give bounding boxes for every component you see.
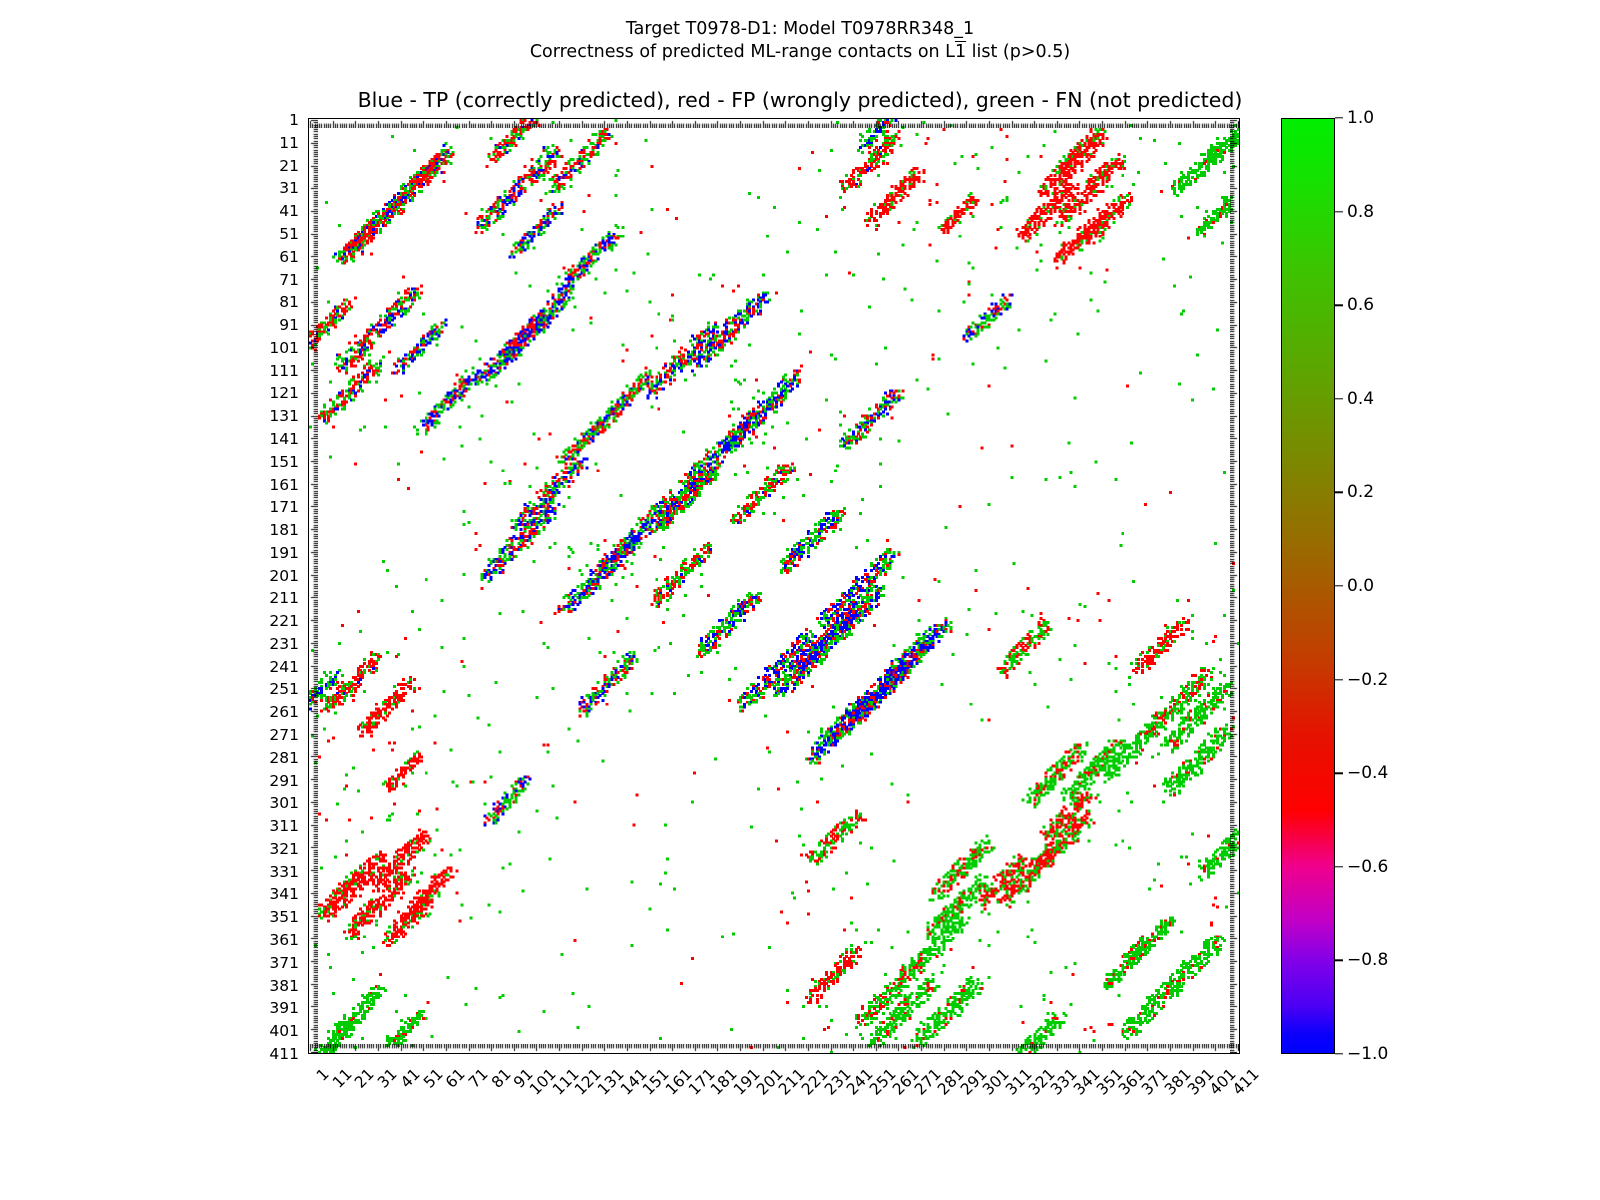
y-tick-label: 261 [269, 703, 299, 722]
y-axis-minor-ticks-right [1230, 119, 1239, 1053]
colorbar-tick-labels: 1.0 0.8 0.6 0.4 0.2 0.0 −0.2 −0.4 −0.6 −0.8 −1.0 [1335, 108, 1388, 1064]
contact-map-axes[interactable]: 1 11 21 31 41 51 61 71 81 91 101 111 121 131 141 151 161… [269, 111, 1262, 1099]
y-tick-label: 111 [269, 361, 299, 380]
y-tick-label: 301 [269, 794, 299, 813]
y-tick-label: 41 [279, 202, 299, 221]
y-tick-label: 191 [269, 543, 299, 562]
colorbar-tick-label: −0.4 [1347, 763, 1389, 784]
y-tick-label: 231 [269, 634, 299, 653]
y-tick-label: 411 [269, 1044, 299, 1063]
y-tick-label: 101 [269, 338, 299, 357]
y-tick-label: 281 [269, 748, 299, 767]
suptitle-line2-overline: 1 [954, 42, 967, 62]
colorbar-tick [1335, 398, 1343, 400]
y-tick-label: 171 [269, 498, 299, 517]
colorbar-tick [1335, 117, 1343, 119]
y-tick-label: 161 [269, 475, 299, 494]
colorbar-tick-label: 0.4 [1347, 388, 1375, 409]
y-tick-label: 51 [279, 225, 299, 243]
y-tick-label: 391 [269, 999, 299, 1018]
x-axis-minor-ticks-bottom [309, 1044, 1239, 1053]
y-tick-label: 251 [269, 680, 299, 699]
suptitle-line2-pre: Correctness of predicted ML-range contac… [529, 42, 955, 62]
figure-suptitle: Target T0978-D1: Model T0978RR348_1 Corre… [0, 18, 1600, 64]
colorbar-tick [1335, 1053, 1343, 1055]
y-tick-label: 311 [269, 817, 299, 836]
y-tick-label: 201 [269, 566, 299, 585]
colorbar-tick-label: 1.0 [1347, 108, 1375, 128]
y-tick-label: 291 [269, 771, 299, 790]
colorbar-tick [1335, 210, 1343, 213]
y-tick-label: 331 [269, 862, 299, 881]
colorbar-tick-label: 0.6 [1347, 295, 1375, 316]
y-tick-label: 401 [269, 1022, 299, 1041]
y-tick-label: 121 [269, 384, 299, 403]
y-tick-label: 361 [269, 930, 299, 949]
colorbar-tick-label: 0.0 [1347, 576, 1375, 596]
y-tick-label: 351 [269, 908, 299, 927]
y-tick-label: 211 [269, 589, 299, 608]
y-tick-label: 371 [269, 953, 299, 972]
axes-title: Blue - TP (correctly predicted), red - F… [357, 88, 1243, 112]
y-axis-minor-ticks-left [309, 119, 318, 1053]
colorbar-tick [1335, 491, 1343, 494]
colorbar-tick [1335, 585, 1343, 587]
colorbar-tick [1335, 772, 1343, 774]
colorbar-tick-label: 0.2 [1347, 482, 1375, 503]
colorbar-tick [1335, 866, 1343, 868]
y-tick-label: 11 [279, 133, 299, 152]
colorbar-tick-label: 0.8 [1347, 201, 1375, 222]
suptitle-line2-post: list (p>0.5) [966, 42, 1071, 62]
y-tick-label: 241 [269, 657, 299, 676]
y-tick-label: 181 [269, 521, 299, 540]
contact-map-heatmap [309, 119, 1239, 1053]
colorbar-tick-label: −0.2 [1347, 669, 1389, 690]
y-tick-label: 31 [279, 179, 299, 198]
y-tick-label: 271 [269, 726, 299, 745]
y-tick-label: 341 [269, 885, 299, 904]
colorbar-tick [1335, 304, 1343, 306]
y-tick-label: 221 [269, 612, 299, 631]
colorbar [1281, 118, 1335, 1054]
y-tick-label: 61 [279, 247, 299, 266]
colorbar-tick [1335, 678, 1343, 681]
y-tick-label: 91 [279, 316, 299, 335]
x-tick-label: 411 [1228, 1065, 1263, 1099]
y-tick-label: 21 [279, 156, 299, 175]
y-tick-label: 81 [279, 293, 299, 312]
colorbar-tick-label: −0.6 [1347, 856, 1389, 877]
y-tick-label: 71 [279, 270, 299, 289]
x-axis-minor-ticks-top [309, 119, 1239, 128]
colorbar-tick-label: −1.0 [1347, 1044, 1389, 1064]
y-tick-label: 321 [269, 839, 299, 858]
y-tick-label: 1 [289, 111, 299, 130]
y-tick-label: 141 [269, 429, 299, 448]
contact-map-canvas-wrap [309, 119, 1239, 1053]
suptitle-line1: Target T0978-D1: Model T0978RR348_1 [625, 19, 975, 39]
x-tick-label: 1 [313, 1065, 333, 1085]
colorbar-tick [1335, 959, 1343, 962]
y-tick-label: 151 [269, 452, 299, 471]
y-tick-label: 131 [269, 407, 299, 426]
colorbar-tick-label: −0.8 [1347, 950, 1389, 971]
y-tick-label: 381 [269, 976, 299, 995]
